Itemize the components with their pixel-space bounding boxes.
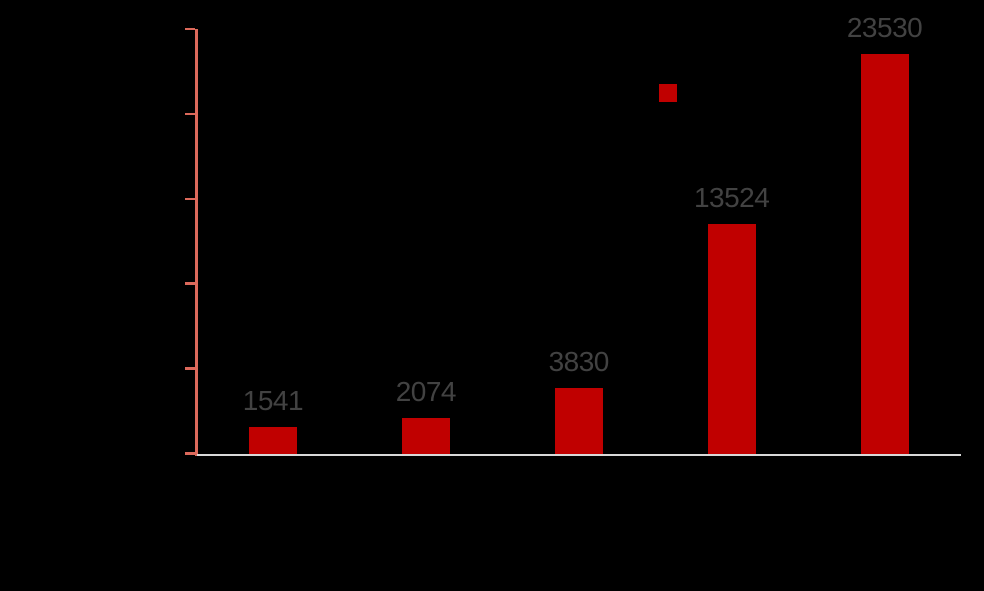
bar (860, 53, 909, 455)
bar-value-label: 23530 (846, 11, 923, 43)
bar (707, 223, 756, 455)
y-axis-tick (185, 27, 196, 31)
bar-value-label: 13524 (693, 181, 770, 213)
y-axis-tick (185, 367, 196, 370)
x-axis-line (196, 453, 961, 456)
bar (248, 427, 297, 455)
bar-value-label: 1541 (242, 385, 304, 417)
y-axis-tick (185, 452, 196, 455)
bar-value-label: 3830 (548, 346, 610, 378)
y-axis-line (195, 29, 198, 456)
bar (554, 388, 603, 455)
y-axis-tick (185, 112, 196, 116)
y-axis-tick (185, 197, 196, 201)
y-axis-tick (185, 282, 196, 285)
bar-value-label: 2074 (395, 376, 457, 408)
legend-marker (659, 84, 677, 102)
bar (401, 418, 450, 455)
